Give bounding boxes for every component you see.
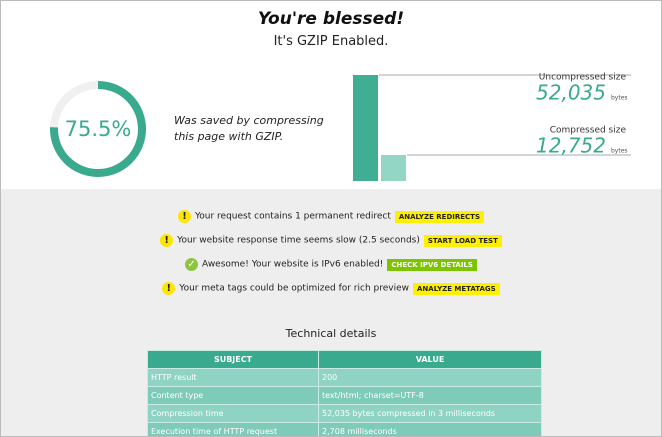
alert-row: ✓ Awesome! Your website is IPv6 enabled! C… (1, 258, 661, 271)
table-cell: HTTP result (147, 368, 319, 387)
alert-row: ! Your request contains 1 permanent redir… (1, 210, 661, 223)
table-cell: Content type (147, 386, 319, 405)
warning-icon: ! (160, 234, 174, 247)
alert-button[interactable]: ANALYZE METATAGS (413, 282, 500, 295)
size-name: Uncompressed size (539, 73, 627, 83)
alert-button[interactable]: START LOAD TEST (423, 234, 502, 247)
size-bar (381, 155, 406, 181)
alert-row: ! Your website response time seems slow (… (1, 234, 661, 247)
details-table: SUBJECT VALUE HTTP result 200 Content type te… (147, 350, 542, 436)
savings-label: 75.5% (65, 117, 132, 141)
header-cell: VALUE (318, 350, 542, 369)
warning-icon: ! (162, 282, 176, 295)
table-row: Execution time of HTTP request 2,708 mill… (147, 422, 542, 436)
size-unit: bytes (611, 95, 628, 102)
table-cell: text/html; charset=UTF-8 (318, 386, 542, 405)
title: You're blessed! (257, 9, 405, 29)
table-cell: Execution time of HTTP request (147, 422, 319, 436)
size-value: 12,752 (536, 134, 606, 158)
table-row: HTTP result 200 (147, 368, 542, 387)
ring-arc (50, 81, 146, 177)
table-row: Compression time 52,035 bytes compressed … (147, 404, 542, 423)
size-bar (353, 75, 378, 181)
table-row: Content type text/html; charset=UTF-8 (147, 386, 542, 405)
alert-text: Your meta tags could be optimized for ri… (179, 283, 409, 294)
alert-row: ! Your meta tags could be optimized for r… (1, 282, 661, 295)
alert-button[interactable]: ANALYZE REDIRECTS (394, 210, 484, 223)
header-row: SUBJECT VALUE (147, 350, 542, 369)
savings-caption: Was saved by compressing this page with … (174, 114, 324, 143)
table-cell: Compression time (147, 404, 319, 423)
alert-text: Awesome! Your website is IPv6 enabled! (202, 259, 384, 270)
ok-icon: ✓ (185, 258, 199, 271)
alert-button[interactable]: CHECK IPV6 DETAILS (387, 258, 477, 271)
header-cell: SUBJECT (147, 350, 319, 369)
table-cell: 200 (318, 368, 542, 387)
size-unit: bytes (611, 148, 628, 155)
alert-text: Your website response time seems slow (2… (177, 235, 420, 246)
table-title: Technical details (285, 327, 377, 340)
size-name: Compressed size (550, 126, 627, 136)
subtitle: It's GZIP Enabled. (273, 34, 389, 49)
alert-text: Your request contains 1 permanent redire… (194, 211, 391, 222)
warning-icon: ! (177, 210, 191, 223)
table-cell: 2,708 milliseconds (318, 422, 542, 436)
size-value: 52,035 (536, 81, 606, 105)
table-cell: 52,035 bytes compressed in 3 millisecond… (318, 404, 542, 423)
